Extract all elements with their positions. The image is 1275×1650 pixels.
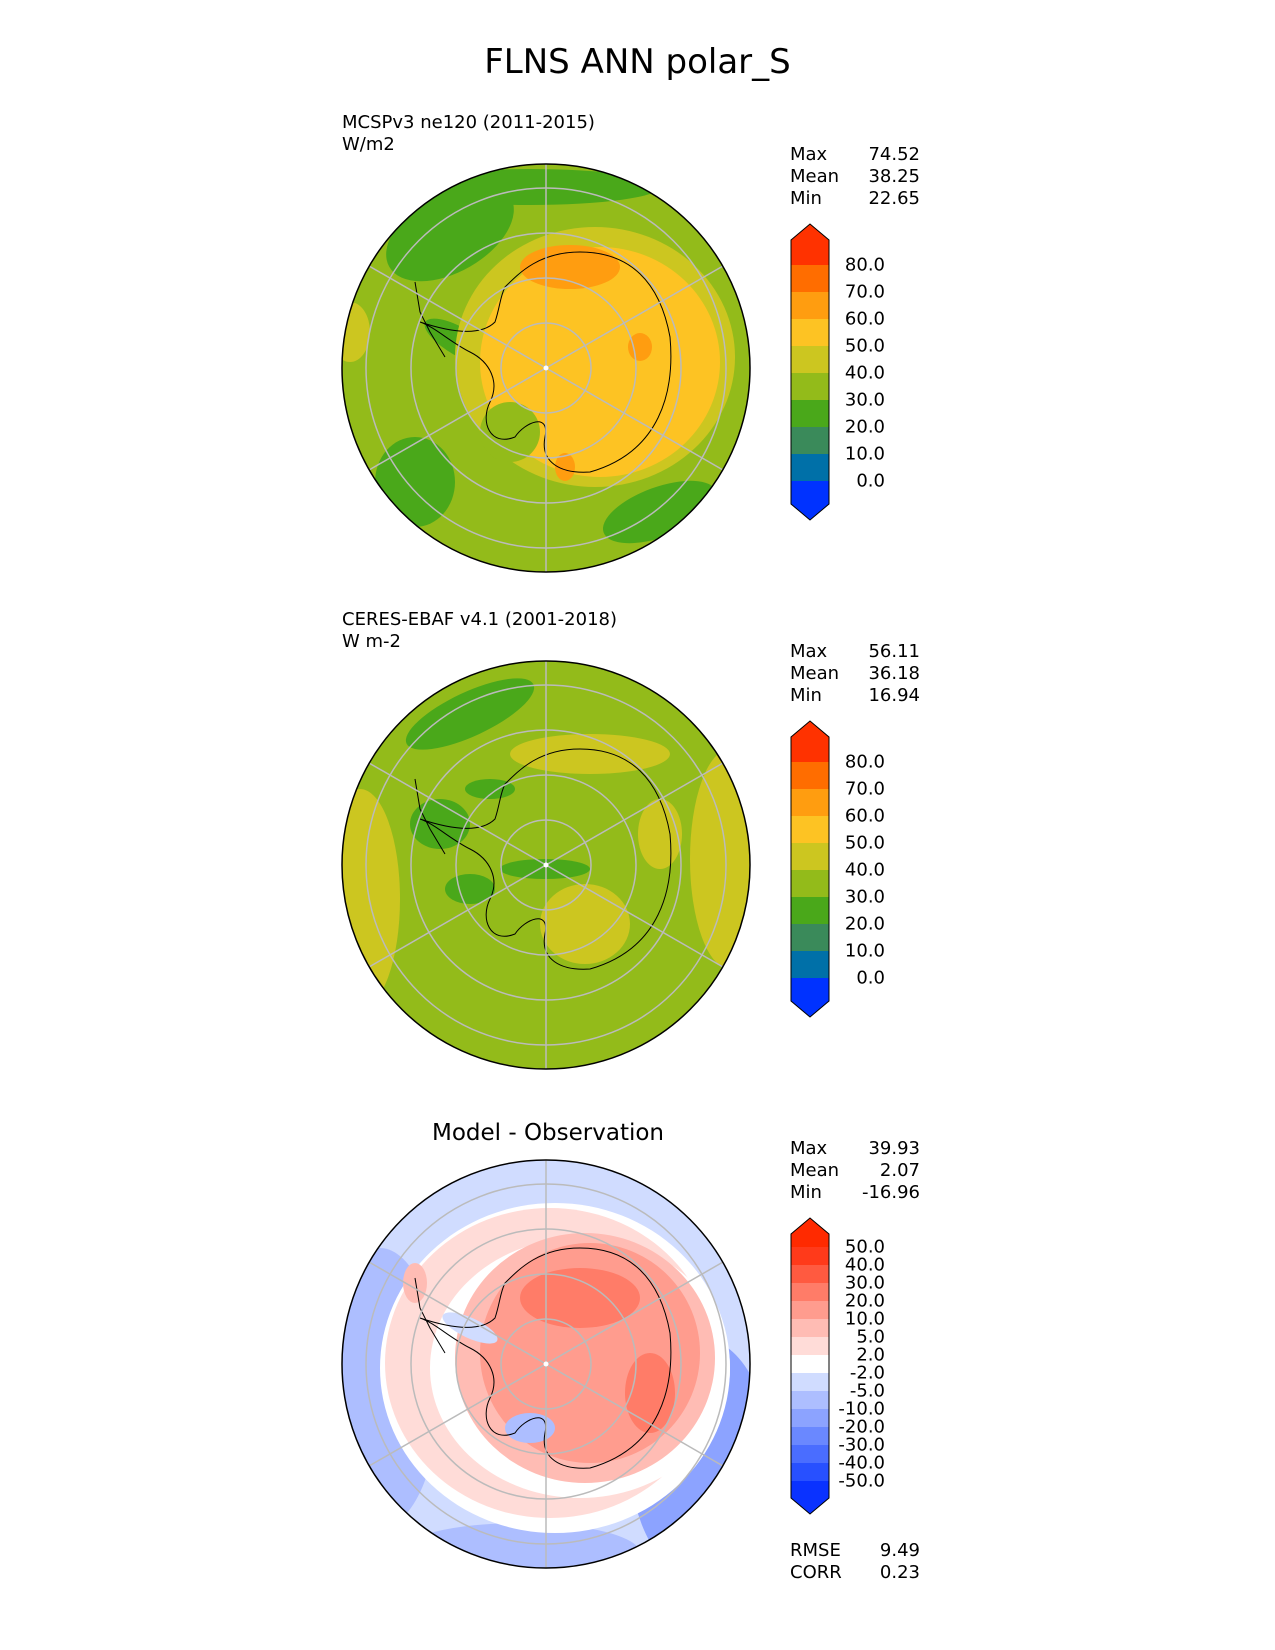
tick-label: 30.0 <box>844 389 885 411</box>
tick-label: 20.0 <box>844 416 885 438</box>
tick-label: -2.0 <box>849 1362 885 1384</box>
colorbar <box>790 1217 830 1515</box>
tick-label: 0.0 <box>856 967 885 989</box>
stats-box: Max 74.52 Mean 38.25 Min 22.65 <box>790 144 920 210</box>
panel-units: W/m2 <box>342 134 395 155</box>
figure-title: FLNS ANN polar_S <box>484 42 791 82</box>
stat-mean: 2.07 <box>879 1160 920 1181</box>
tick-label: 5.0 <box>856 1326 885 1348</box>
tick-label: -5.0 <box>849 1380 885 1402</box>
stat-max-label: Max <box>790 144 828 165</box>
stat-max: 74.52 <box>868 144 920 165</box>
tick-label: 0.0 <box>856 470 885 492</box>
colorbar <box>790 223 830 521</box>
stat-min-label: Min <box>790 685 822 706</box>
tick-label: 20.0 <box>844 1290 885 1312</box>
stat-min-label: Min <box>790 1182 822 1203</box>
error-stats: RMSE 9.49 CORR 0.23 <box>790 1540 920 1584</box>
tick-label: 40.0 <box>844 1254 885 1276</box>
stat-mean-label: Mean <box>790 663 840 684</box>
tick-label: 10.0 <box>844 1308 885 1330</box>
panel-obs: CERES-EBAF v4.1 (2001-2018) W m-2 <box>0 607 1275 1087</box>
stat-min: -16.96 <box>861 1182 920 1203</box>
stat-min: 16.94 <box>868 685 920 706</box>
stat-mean: 38.25 <box>868 166 920 187</box>
tick-label: -40.0 <box>838 1452 885 1474</box>
tick-label: 60.0 <box>844 805 885 827</box>
tick-label: 50.0 <box>844 832 885 854</box>
tick-label: 40.0 <box>844 859 885 881</box>
tick-label: 40.0 <box>844 362 885 384</box>
panel-difference: Model - Observation <box>0 1104 1275 1624</box>
tick-label: 30.0 <box>844 886 885 908</box>
tick-label: 80.0 <box>844 751 885 773</box>
tick-label: 50.0 <box>844 1236 885 1258</box>
panel-model: MCSPv3 ne120 (2011-2015) W/m2 <box>0 110 1275 590</box>
tick-label: 60.0 <box>844 308 885 330</box>
tick-label: 80.0 <box>844 254 885 276</box>
stat-min-label: Min <box>790 188 822 209</box>
tick-label: 10.0 <box>844 443 885 465</box>
polar-map <box>341 163 751 573</box>
stat-mean-label: Mean <box>790 1160 840 1181</box>
stat-mean: 36.18 <box>868 663 920 684</box>
stat-max: 39.93 <box>868 1138 920 1159</box>
tick-label: 30.0 <box>844 1272 885 1294</box>
panel-title: MCSPv3 ne120 (2011-2015) <box>342 112 595 133</box>
rmse-label: RMSE <box>790 1540 841 1561</box>
tick-label: 20.0 <box>844 913 885 935</box>
tick-label: -10.0 <box>838 1398 885 1420</box>
tick-label: -50.0 <box>838 1470 885 1492</box>
stat-max-label: Max <box>790 1138 828 1159</box>
tick-label: -20.0 <box>838 1416 885 1438</box>
tick-label: 2.0 <box>856 1344 885 1366</box>
tick-label: -30.0 <box>838 1434 885 1456</box>
corr-value: 0.23 <box>879 1562 920 1583</box>
tick-label: 50.0 <box>844 335 885 357</box>
panel-title: CERES-EBAF v4.1 (2001-2018) <box>342 609 618 630</box>
polar-map <box>341 1159 751 1569</box>
stats-box: Max 39.93 Mean 2.07 Min -16.96 <box>790 1138 920 1204</box>
tick-label: 70.0 <box>844 778 885 800</box>
stat-max-label: Max <box>790 641 828 662</box>
panel-units: W m-2 <box>342 631 402 652</box>
colorbar <box>790 720 830 1018</box>
rmse-value: 9.49 <box>879 1540 920 1561</box>
panel-title: Model - Observation <box>431 1120 665 1146</box>
stats-box: Max 56.11 Mean 36.18 Min 16.94 <box>790 641 920 707</box>
stat-max: 56.11 <box>868 641 920 662</box>
tick-label: 10.0 <box>844 940 885 962</box>
stat-min: 22.65 <box>868 188 920 209</box>
corr-label: CORR <box>790 1562 842 1583</box>
tick-label: 70.0 <box>844 281 885 303</box>
stat-mean-label: Mean <box>790 166 840 187</box>
polar-map <box>341 660 751 1070</box>
